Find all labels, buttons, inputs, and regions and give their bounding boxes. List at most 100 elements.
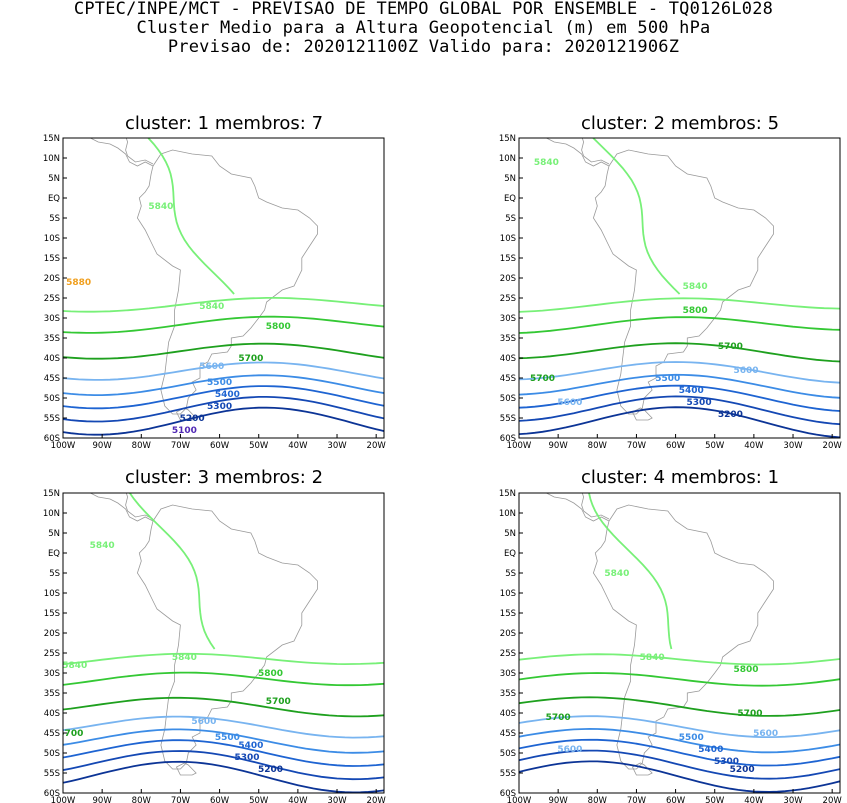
lat-label: 5S	[49, 214, 60, 224]
contour-label-5700: 5700	[718, 342, 743, 352]
contour-label-5600: 5600	[557, 398, 582, 408]
contour-label-5880: 5880	[66, 278, 91, 288]
lat-label: EQ	[48, 194, 60, 204]
lat-label: 25S	[500, 649, 516, 659]
lon-label: 70W	[171, 796, 191, 803]
lon-label: 100W	[507, 441, 532, 451]
panel-title-1: cluster: 1 membros: 7	[124, 113, 324, 134]
chart-header: CPTEC/INPE/MCT - PREVISAO DE TEMPO GLOBA…	[0, 0, 847, 57]
contour-line-5200	[63, 760, 384, 793]
coastline-caribbean	[581, 493, 610, 520]
lat-label: 40S	[500, 354, 516, 364]
contour-label-5200: 5200	[180, 414, 205, 424]
contour-label-5300: 5300	[207, 402, 232, 412]
contour-label-5800: 5800	[734, 665, 759, 675]
lat-label: 10N	[43, 154, 60, 164]
lat-label: 40S	[500, 709, 516, 719]
coastline-south-america	[592, 504, 774, 770]
contour-line-5840	[519, 297, 840, 313]
contour-line-5840	[63, 652, 384, 666]
lat-label: 35S	[44, 334, 60, 344]
contour-line-5400	[63, 385, 384, 410]
lat-label: 30S	[44, 669, 60, 679]
contour-line-5600	[519, 361, 840, 384]
coastline-south-america	[592, 149, 774, 415]
map-frame	[62, 137, 385, 439]
lon-label: 30W	[783, 441, 803, 451]
lat-label: 20S	[44, 274, 60, 284]
contour-line-5700	[519, 696, 840, 717]
contour-label-5600: 5600	[199, 362, 224, 372]
contour-label-5840: 5840	[172, 653, 197, 663]
lon-label: 90W	[549, 796, 569, 803]
lat-label: 30S	[44, 314, 60, 324]
lat-label: 15S	[44, 609, 60, 619]
lat-label: 5S	[505, 214, 516, 224]
lat-label: 55S	[500, 414, 516, 424]
contour-label-5800: 5800	[683, 306, 708, 316]
lat-label: 15N	[499, 489, 516, 499]
lat-label: 10N	[43, 509, 60, 519]
lon-label: 80W	[588, 796, 608, 803]
lon-label: 20W	[367, 441, 387, 451]
lat-label: 50S	[44, 749, 60, 759]
coastline-tierra-del-fuego	[175, 407, 197, 421]
contour-line-5400	[519, 738, 840, 767]
lon-label: 70W	[627, 441, 647, 451]
contour-line-5800	[63, 671, 384, 687]
contour-label-5800: 5800	[266, 322, 291, 332]
coastline-africa	[839, 493, 840, 494]
lat-label: 20S	[500, 274, 516, 284]
lat-label: 50S	[44, 394, 60, 404]
contour-label-5840: 5840	[683, 282, 708, 292]
lat-label: 55S	[44, 769, 60, 779]
lat-label: 30S	[500, 314, 516, 324]
map-panel-4: 5840 5840 5800 5700 5700 5600 5600 5500 5400 5300…	[499, 489, 843, 803]
contour-line-5840-north	[588, 493, 673, 650]
contour-label-5840: 5840	[640, 653, 665, 663]
contour-label-5840: 5840	[604, 569, 629, 579]
lat-label: 20S	[44, 629, 60, 639]
contour-line-5200	[63, 406, 384, 436]
header-line-3: Previsao de: 2020121100Z Valido para: 20…	[167, 37, 680, 57]
contour-label-5400: 5400	[698, 745, 723, 755]
lon-label: 50W	[705, 796, 725, 803]
contour-label-5400: 5400	[215, 390, 240, 400]
lon-label: 60W	[210, 441, 230, 451]
contour-line-5300	[63, 396, 384, 423]
lat-label: 45S	[44, 729, 60, 739]
lon-label: 80W	[588, 441, 608, 451]
coastline-central-america	[545, 138, 610, 167]
lon-label: 70W	[171, 441, 191, 451]
contour-label-5840: 5840	[199, 302, 224, 312]
lat-label: 60S	[44, 789, 60, 799]
contour-label-5600: 5600	[191, 717, 216, 727]
lon-label: 20W	[823, 796, 843, 803]
lon-label: 50W	[249, 441, 269, 451]
contour-label-5700: 5700	[530, 374, 555, 384]
panel-title-4: cluster: 4 membros: 1	[580, 467, 780, 488]
lon-label: 30W	[327, 796, 347, 803]
coastline-tierra-del-fuego	[175, 762, 197, 776]
contour-label-5500: 5500	[655, 374, 680, 384]
lon-label: 100W	[51, 441, 76, 451]
header-line-1: CPTEC/INPE/MCT - PREVISAO DE TEMPO GLOBA…	[73, 0, 774, 19]
lat-label: 45S	[500, 729, 516, 739]
contour-line-5600	[519, 715, 840, 738]
contour-label-5500: 5500	[679, 733, 704, 743]
lon-label: 50W	[705, 441, 725, 451]
lon-label: 20W	[823, 441, 843, 451]
lat-label: 60S	[500, 789, 516, 799]
coastline-africa	[383, 138, 384, 139]
panel-title-2: cluster: 2 membros: 5	[580, 113, 780, 134]
contour-label-5700: 5700	[238, 354, 263, 364]
lon-label: 40W	[288, 441, 308, 451]
lat-label: 15N	[499, 134, 516, 144]
lon-label: 40W	[744, 796, 764, 803]
lon-label: 50W	[249, 796, 269, 803]
contour-label-5300: 5300	[687, 398, 712, 408]
coastline-caribbean	[581, 138, 610, 165]
contour-line-5600	[63, 361, 384, 381]
lon-label: 30W	[783, 796, 803, 803]
